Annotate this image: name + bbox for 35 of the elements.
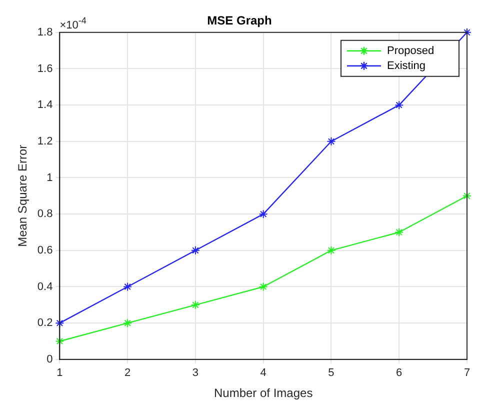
y-tick-label: 1.2	[37, 135, 53, 148]
legend-label: Existing	[387, 60, 426, 72]
y-tick-label: 0.8	[37, 208, 53, 220]
x-tick-label: 3	[192, 367, 199, 380]
point	[55, 336, 64, 346]
x-tick-label: 2	[124, 367, 131, 380]
point	[55, 318, 64, 328]
point	[394, 228, 404, 237]
x-tick-label: 7	[464, 367, 470, 380]
y-tick-label: 0.6	[37, 244, 53, 256]
y-tick-label: 1	[46, 172, 53, 184]
y-tick-label: 0.2	[37, 317, 53, 330]
point	[326, 136, 336, 146]
point	[258, 282, 268, 292]
point	[123, 282, 132, 292]
y-tick-label: 0.4	[37, 280, 53, 293]
chart-title: MSE Graph	[207, 14, 272, 28]
x-tick-label: 6	[396, 367, 402, 380]
point	[123, 318, 132, 328]
y-tick-label: 1.6	[37, 62, 53, 75]
y-tick-label: 1.8	[37, 26, 53, 38]
x-tick-label: 5	[328, 367, 334, 380]
point	[394, 100, 404, 110]
legend-label: Proposed	[387, 44, 434, 57]
y-axis-title: Mean Square Error	[16, 144, 30, 247]
x-tick-label: 1	[56, 367, 63, 380]
x-axis-title: Number of Images	[214, 386, 313, 400]
point	[258, 210, 268, 219]
y-tick-label: 0	[46, 353, 53, 366]
y-tick-label: 1.4	[37, 99, 53, 112]
x-tick-label: 4	[260, 367, 266, 380]
point	[190, 246, 200, 255]
point	[190, 300, 200, 310]
point	[462, 28, 472, 37]
point	[326, 246, 336, 255]
